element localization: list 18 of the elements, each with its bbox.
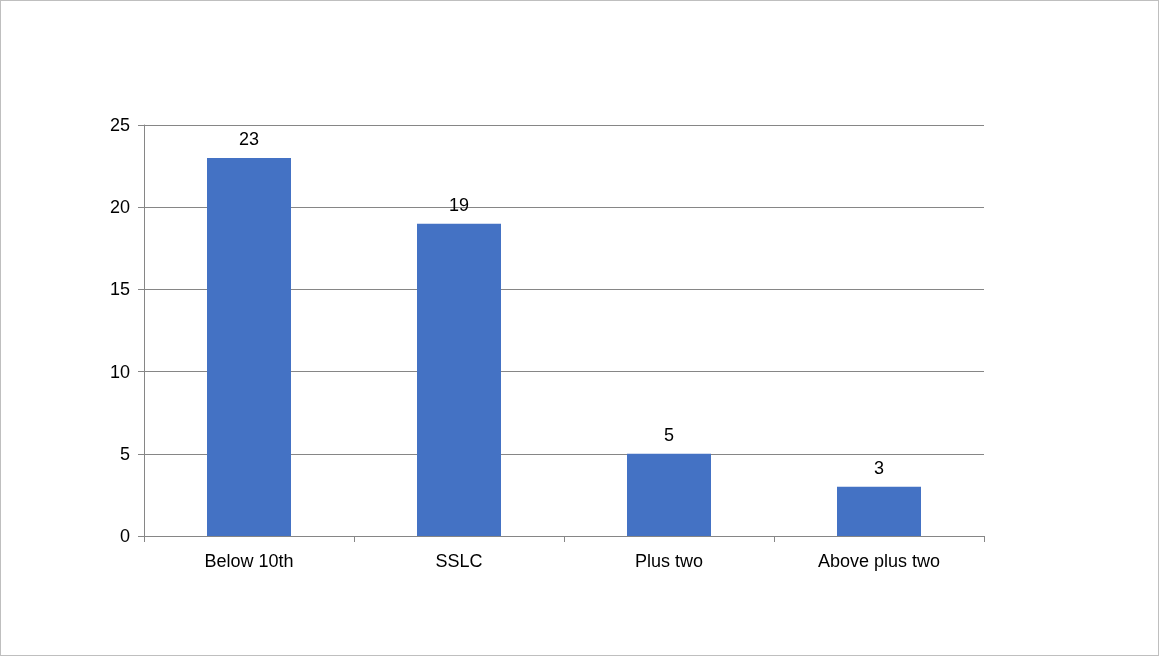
data-label: 23 [238,128,260,149]
y-tick-label: 25 [109,115,130,135]
x-tick-label: Above plus two [817,551,941,571]
data-label: 19 [448,194,470,215]
data-label: 3 [873,457,885,478]
y-tick-label: 15 [109,279,130,300]
y-tick-label: 0 [119,526,130,546]
bar [207,157,291,536]
y-tick-label: 20 [109,197,130,218]
bar [837,486,921,536]
y-tick-label: 10 [109,361,130,382]
x-tick-label: Below 10th [204,551,294,571]
x-tick-label: Plus two [634,551,704,571]
x-tick-label: SSLC [435,551,483,571]
bar [627,453,711,536]
bar [417,223,501,536]
data-label: 5 [663,424,675,445]
y-tick-label: 5 [119,443,130,464]
